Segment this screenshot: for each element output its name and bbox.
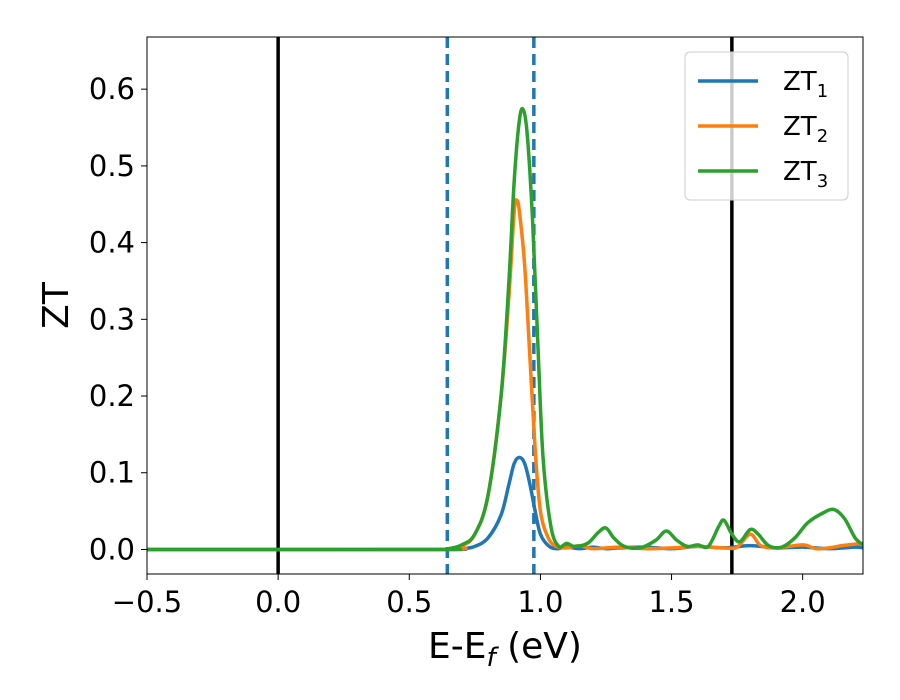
legend-box [684, 51, 849, 201]
series-line-zt3 [147, 106, 863, 552]
y-tick-label: 0.3 [89, 302, 135, 336]
vertical-reference-lines [276, 37, 734, 574]
x-tick-label: 0.0 [255, 585, 301, 619]
y-tick-label: 0.5 [89, 149, 135, 183]
x-axis-ticks: −0.5 0.0 0.5 1.0 1.5 2.0 [112, 574, 826, 619]
y-axis-label: ZT [36, 281, 77, 329]
y-tick-label: 0.1 [89, 456, 135, 490]
series-lines [147, 106, 863, 552]
legend-label: ZT1 [783, 67, 828, 102]
y-tick-label: 0.2 [89, 379, 135, 413]
y-axis-ticks: 0.0 0.1 0.2 0.3 0.4 0.5 0.6 [89, 72, 147, 566]
y-tick-label: 0.0 [89, 532, 135, 566]
x-axis-label: E-Ef (eV) [428, 626, 582, 673]
legend-label: ZT2 [783, 112, 828, 147]
plot-frame [146, 36, 864, 575]
series-line-zt1 [147, 455, 863, 552]
x-tick-label: 0.5 [386, 585, 432, 619]
legend: ZT1 ZT2 ZT3 [684, 51, 849, 201]
x-tick-label: −0.5 [112, 585, 182, 619]
y-tick-label: 0.4 [89, 226, 135, 260]
x-tick-label: 1.0 [517, 585, 563, 619]
x-tick-label: 1.5 [648, 585, 694, 619]
legend-label: ZT3 [783, 157, 828, 192]
x-tick-label: 2.0 [780, 585, 826, 619]
y-tick-label: 0.6 [89, 72, 135, 106]
